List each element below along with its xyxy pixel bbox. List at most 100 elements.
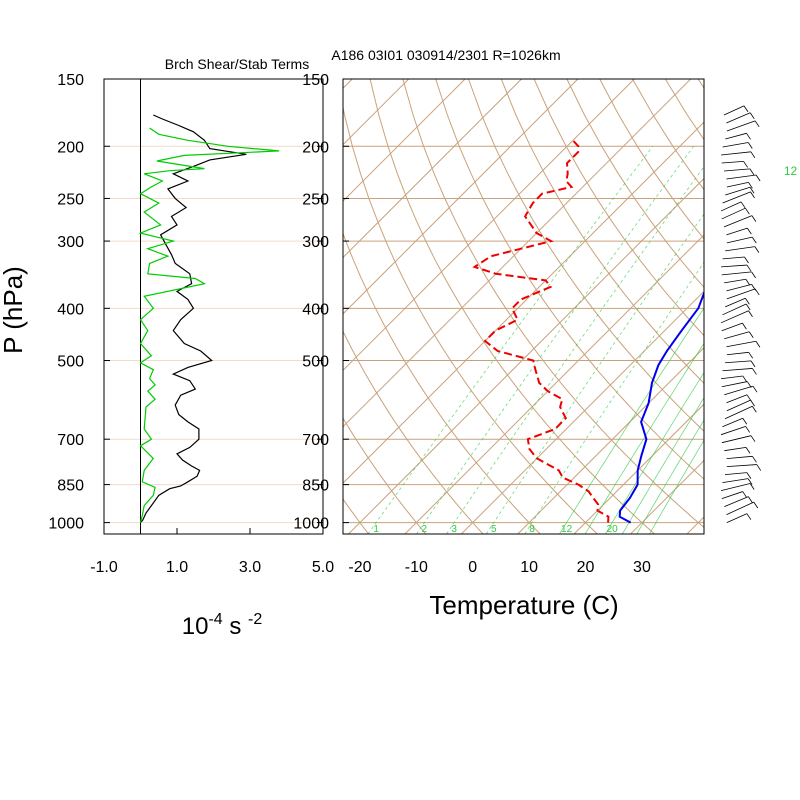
wind-barb-flag (752, 385, 758, 393)
left-y-tick-label: 400 (57, 301, 84, 318)
shear-stability-panel: 150 200 250 300 400 500 700 850 1000 -1.0 1.0 3.0 5… (0, 56, 334, 640)
right-x-tick-label: -10 (405, 559, 428, 576)
right-x-axis-label: Temperature (C) (429, 590, 618, 620)
mixing-ratio-lines (367, 146, 704, 534)
wind-barb-flag (745, 447, 751, 454)
wind-barb-flag (748, 352, 754, 359)
wind-barb (720, 483, 751, 492)
wind-barb (726, 513, 748, 523)
wind-barb-flag (752, 406, 757, 413)
wind-barb (724, 405, 753, 420)
mixing-ratio-line (367, 146, 654, 534)
right-y-tick-label: 700 (302, 432, 329, 449)
wind-barb-flag (742, 418, 748, 425)
right-chart-title: A186 03I01 030914/2301 R=1026km (331, 47, 560, 63)
wind-barb-flag (742, 375, 748, 383)
isotherm-line (343, 79, 353, 89)
wind-barb (720, 201, 742, 212)
wind-barb (722, 191, 751, 204)
wind-barb-flag (746, 264, 752, 272)
left-y-ticks: 150 200 250 300 400 500 700 850 1000 (48, 72, 323, 533)
wind-barbs-column (720, 105, 762, 523)
wind-barb-flag (745, 207, 750, 215)
wind-barb (724, 472, 747, 476)
wind-barb (724, 297, 746, 308)
left-chart-title: Brch Shear/Stab Terms (165, 56, 309, 72)
wind-barb (725, 360, 752, 364)
wind-barb-flag (756, 464, 762, 471)
isotherm-lines (343, 79, 704, 534)
left-y-tick-label: 1000 (48, 516, 84, 533)
left-x-ticks: -1.0 1.0 3.0 5.0 (90, 528, 334, 576)
wind-barb-flag (749, 187, 755, 194)
wind-barb-flag (754, 246, 760, 253)
wind-barb-flag (755, 341, 761, 348)
wind-barb (725, 132, 747, 140)
sounding-series-group (472, 139, 704, 524)
wind-barb (724, 446, 747, 452)
wind-barb (721, 207, 746, 220)
wind-barb-flag (742, 322, 747, 330)
wind-barb (721, 491, 743, 499)
isotherm-line (343, 79, 522, 259)
wind-barb-flag (745, 426, 751, 433)
isotherm-line (630, 459, 704, 534)
wind-barb (722, 303, 747, 316)
wind-barb (720, 375, 743, 380)
temperature-line (618, 290, 704, 524)
wind-barb-flag (751, 236, 757, 244)
wind-barb (722, 368, 753, 372)
mixing-ratio-line (559, 307, 704, 534)
wind-barb-flag (745, 279, 751, 286)
dry-adiabat-line (500, 79, 704, 385)
wind-barb-flag (743, 105, 749, 113)
wind-barb (724, 331, 750, 340)
dry-adiabat-line (369, 79, 655, 534)
mixing-ratio-label: 5 (491, 524, 497, 535)
wind-barb-flag (748, 182, 753, 189)
dry-adiabat-line (343, 330, 484, 534)
left-y-tick-label: 150 (57, 72, 84, 89)
wind-barb-flag (746, 472, 752, 479)
wind-barb-flag (752, 368, 757, 375)
isotherm-line (348, 177, 704, 534)
wind-barb (726, 181, 749, 188)
dry-adiabat-line (435, 79, 704, 480)
wind-barb-flag (747, 142, 753, 149)
left-y-tick-label: 700 (57, 432, 84, 449)
wind-barb (720, 310, 749, 324)
dry-adiabat-line (632, 79, 704, 191)
isotherm-line (343, 79, 579, 315)
wind-barb-flag (750, 435, 756, 442)
dry-adiabat-line (566, 79, 704, 289)
wind-barb (724, 496, 749, 507)
mixing-ratio-line (605, 371, 704, 534)
dry-adiabat-line (797, 79, 800, 534)
wind-barb (726, 340, 757, 348)
wind-barb (723, 215, 753, 228)
isotherm-line (343, 121, 704, 484)
wind-barb (726, 284, 752, 292)
wind-barb (720, 426, 746, 436)
wind-barb (724, 385, 754, 396)
left-series-line (138, 127, 280, 523)
wind-barb (721, 381, 748, 388)
mixing-ratio-line (416, 146, 694, 534)
mixing-ratio-line (649, 439, 704, 534)
dry-adiabat-line (343, 498, 369, 534)
wind-barb-flag (744, 256, 749, 264)
mixing-ratio-line (621, 396, 704, 534)
left-y-tick-label: 300 (57, 234, 84, 251)
dry-adiabat-line (533, 79, 704, 337)
mixing-ratio-label: 12 (784, 164, 798, 178)
wind-barb (722, 142, 749, 148)
left-series-group (138, 114, 280, 524)
wind-barb (722, 256, 745, 260)
wind-barb (721, 322, 743, 332)
left-x-tick-label: 5.0 (312, 559, 334, 576)
right-x-tick-label: -20 (348, 559, 371, 576)
wind-barb-flag (754, 120, 760, 128)
dewpoint-line (472, 139, 610, 523)
right-y-tick-label: 250 (302, 191, 329, 208)
